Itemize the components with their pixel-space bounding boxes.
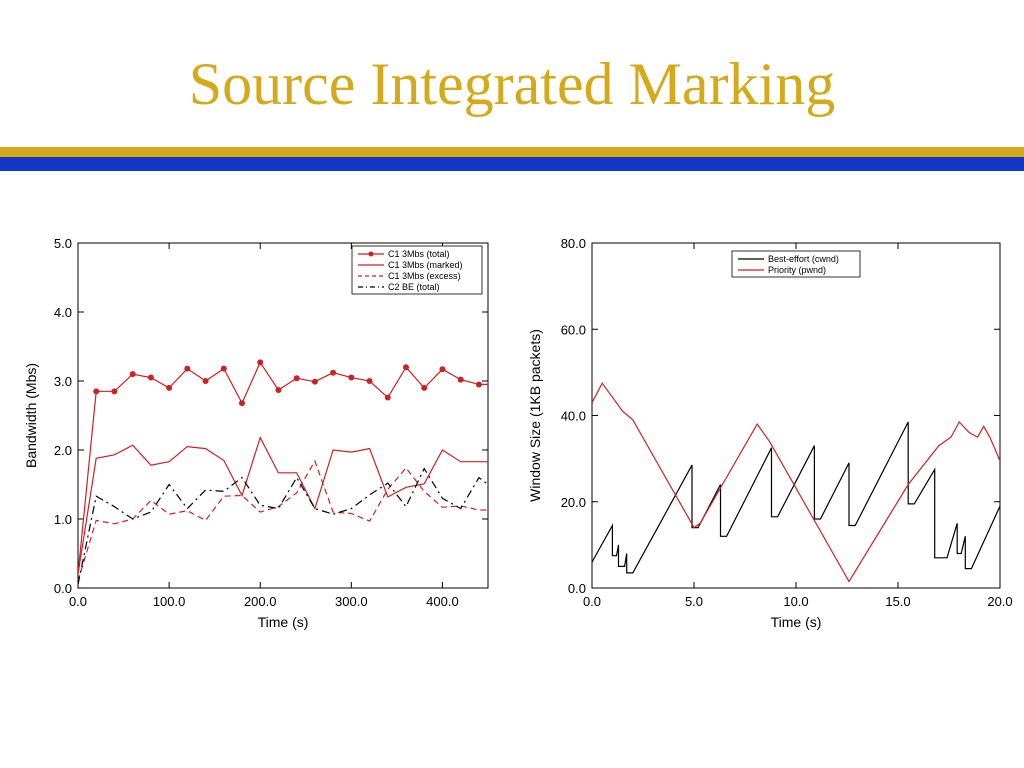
legend-label-4: C2 BE (total): [388, 282, 440, 292]
data-point: [366, 378, 373, 384]
legend-box: [731, 250, 861, 278]
y-tick-label: 20.0: [561, 495, 586, 510]
y-tick-label: 0.0: [54, 581, 72, 596]
y-tick-label: 2.0: [54, 443, 72, 458]
series-line-3: [78, 459, 488, 582]
series-line-2: [78, 436, 488, 575]
series-group: [592, 382, 1000, 583]
x-tick-label: 400.0: [426, 594, 459, 609]
data-point: [166, 384, 173, 391]
y-tick-label: 1.0: [54, 512, 72, 527]
data-point: [129, 371, 136, 378]
data-point: [421, 384, 428, 391]
plot-frame: [77, 242, 489, 589]
data-point: [93, 388, 100, 395]
data-point: [475, 381, 482, 388]
legend-label-2: C1 3Mbs (marked): [388, 260, 463, 270]
legend-label-2: Priority (pwnd): [768, 265, 826, 275]
data-point: [330, 369, 337, 376]
legend-marker: [368, 251, 374, 257]
title-rule-gold: [0, 147, 1024, 157]
legend-label-1: Best-effort (cwnd): [768, 254, 839, 264]
x-axis-title: Time (s): [258, 614, 309, 630]
data-point: [184, 365, 191, 372]
y-tick-label: 0.0: [568, 581, 586, 596]
data-point: [220, 365, 227, 372]
legend-label-3: C1 3Mbs (excess): [388, 271, 461, 281]
x-tick-label: 0.0: [69, 594, 87, 609]
y-axis-title: Bandwidth (Mbs): [23, 363, 39, 468]
data-point: [348, 374, 355, 381]
data-point: [384, 394, 391, 401]
data-point: [403, 364, 409, 371]
data-point: [111, 388, 118, 395]
data-point: [311, 378, 318, 385]
x-tick-label: 5.0: [685, 594, 703, 609]
y-tick-label: 3.0: [54, 374, 72, 389]
series-line-1: [592, 421, 1000, 574]
data-point: [202, 378, 209, 384]
y-tick-label: 80.0: [561, 236, 586, 251]
x-tick-label: 0.0: [583, 594, 601, 609]
data-point: [293, 375, 300, 382]
x-axis-title: Time (s): [771, 614, 822, 630]
series-line-4: [78, 467, 488, 585]
data-point: [275, 386, 282, 393]
y-tick-label: 40.0: [561, 409, 586, 424]
series-line-1: [78, 361, 488, 575]
bandwidth-chart: 0.0 100.0 200.0 300.0 400.0 0.0 1.0 2.0 3.0 4.0 5.…: [23, 236, 489, 630]
title-rule-blue: [0, 157, 1024, 171]
data-point: [147, 374, 154, 381]
series-group: [78, 359, 488, 585]
x-tick-label: 10.0: [783, 594, 808, 609]
y-axis-title: Window Size (1KB packets): [527, 329, 543, 502]
data-point: [239, 400, 245, 407]
x-tick-label: 200.0: [244, 594, 277, 609]
legend-label-1: C1 3Mbs (total): [388, 249, 450, 259]
slide-title: Source Integrated Marking: [188, 51, 836, 117]
series-line-2: [592, 382, 1000, 583]
x-tick-label: 100.0: [153, 594, 186, 609]
y-tick-label: 4.0: [54, 305, 72, 320]
y-tick-label: 60.0: [561, 322, 586, 337]
y-tick-label: 5.0: [54, 236, 72, 251]
data-point: [457, 376, 464, 383]
x-tick-label: 15.0: [885, 594, 910, 609]
x-tick-label: 20.0: [987, 594, 1012, 609]
data-point: [439, 366, 446, 373]
data-point: [257, 359, 264, 366]
x-tick-label: 300.0: [335, 594, 368, 609]
